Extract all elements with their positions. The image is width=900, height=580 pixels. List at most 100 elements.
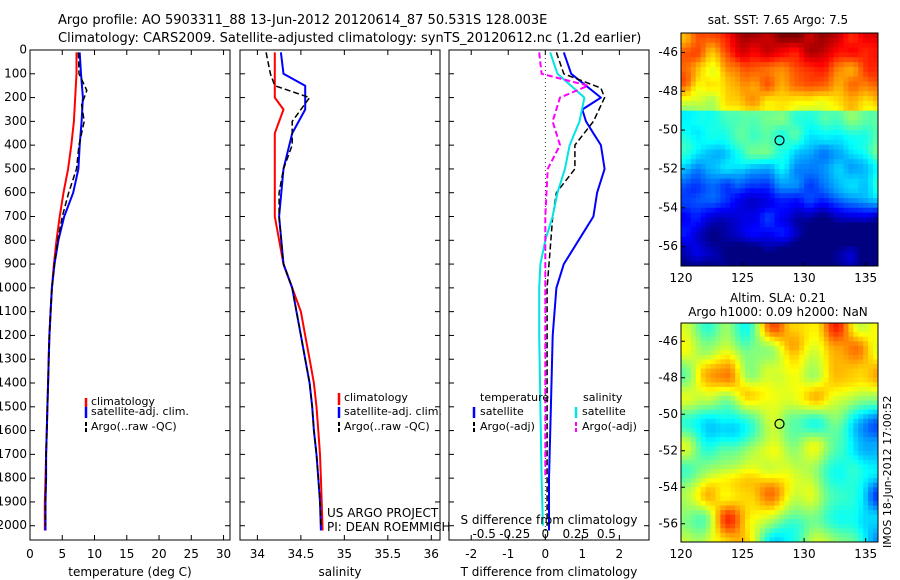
map-cell — [725, 382, 731, 388]
map-cell — [764, 327, 771, 333]
map-cell — [794, 115, 800, 121]
map-cell — [868, 33, 874, 39]
map-cell — [853, 464, 859, 470]
map-cell — [710, 336, 716, 342]
y-tick-label: 1300 — [0, 352, 27, 366]
map-cell — [823, 464, 830, 470]
map-cell — [848, 149, 854, 155]
map-cell — [823, 37, 830, 44]
map-cell — [823, 400, 830, 406]
map-cell — [823, 159, 830, 165]
map-cell — [813, 33, 820, 39]
map-cell — [725, 386, 731, 392]
map-cell — [705, 207, 711, 213]
map-cell — [715, 459, 721, 465]
map-cell — [725, 487, 731, 493]
map-cell — [740, 251, 746, 257]
map-cell — [779, 373, 785, 379]
map-cell — [749, 202, 756, 209]
map-cell — [710, 144, 716, 150]
map-cell — [784, 134, 790, 141]
map-cell — [695, 386, 702, 392]
map-cell — [843, 478, 849, 484]
map-cell — [745, 168, 751, 175]
map-cell — [799, 505, 805, 511]
map-cell — [868, 236, 874, 243]
map-cell — [853, 327, 859, 333]
map-cell — [764, 202, 771, 209]
map-cell — [779, 364, 785, 370]
map-cell — [730, 469, 736, 474]
map-cell — [764, 332, 771, 338]
map-cell — [710, 473, 716, 479]
legend-label-argo: Argo(..raw -QC) — [91, 420, 177, 433]
map-cell — [695, 532, 702, 538]
map-cell — [715, 86, 721, 92]
map-cell — [779, 332, 785, 338]
map-cell — [794, 414, 800, 420]
map-cell — [769, 110, 775, 116]
map-cell — [789, 323, 795, 328]
map-cell — [720, 66, 726, 73]
map-cell — [725, 66, 731, 73]
map-cell — [749, 496, 756, 502]
map-cell — [705, 364, 711, 370]
map-cell — [838, 217, 844, 223]
map-cell — [695, 183, 702, 189]
map-cell — [725, 514, 731, 520]
map-cell — [715, 345, 721, 351]
map-cell — [818, 537, 825, 543]
map-cell — [784, 52, 790, 58]
map-cell — [720, 207, 726, 213]
map-cell — [789, 414, 795, 420]
map-cell — [818, 391, 825, 397]
map-cell — [710, 33, 716, 39]
map-cell — [685, 232, 692, 238]
map-cell — [794, 359, 800, 365]
map-cell — [833, 125, 839, 131]
map-cell — [804, 125, 810, 131]
map-cell — [799, 33, 805, 39]
map-cell — [720, 47, 726, 53]
map-cell — [690, 368, 697, 374]
map-cell — [764, 537, 771, 543]
series-line-argo-raw-qc- — [44, 52, 88, 526]
map-cell — [794, 341, 800, 347]
map-cell — [705, 496, 711, 502]
map-cell — [823, 391, 830, 397]
map-cell — [779, 256, 785, 262]
map-cell — [735, 251, 741, 257]
map-cell — [710, 100, 716, 107]
map-cell — [735, 188, 741, 194]
map-cell — [799, 487, 805, 493]
map-cell — [828, 391, 835, 397]
map-cell — [863, 423, 869, 429]
map-cell — [720, 537, 726, 543]
map-cell — [720, 473, 726, 479]
map-cell — [725, 42, 731, 48]
map-cell — [863, 96, 869, 102]
map-cell — [690, 409, 697, 415]
map-cell — [858, 432, 864, 438]
map-cell — [779, 482, 785, 488]
map-cell — [749, 125, 756, 131]
map-cell — [705, 464, 711, 470]
map-cell — [749, 441, 756, 447]
map-cell — [809, 139, 815, 146]
map-cell — [789, 427, 795, 433]
map-cell — [779, 491, 785, 497]
map-cell — [774, 473, 780, 479]
map-cell — [681, 120, 687, 126]
map-cell — [809, 52, 815, 58]
map-cell — [774, 432, 780, 438]
map-cell — [685, 52, 692, 58]
map-cell — [843, 227, 849, 233]
map-cell — [685, 446, 692, 452]
map-cell — [853, 66, 859, 73]
map-cell — [769, 62, 775, 68]
map-cell — [868, 125, 874, 131]
map-cell — [705, 377, 711, 383]
map-cell — [843, 487, 849, 493]
map-cell — [745, 193, 751, 199]
map-cell — [740, 473, 746, 479]
